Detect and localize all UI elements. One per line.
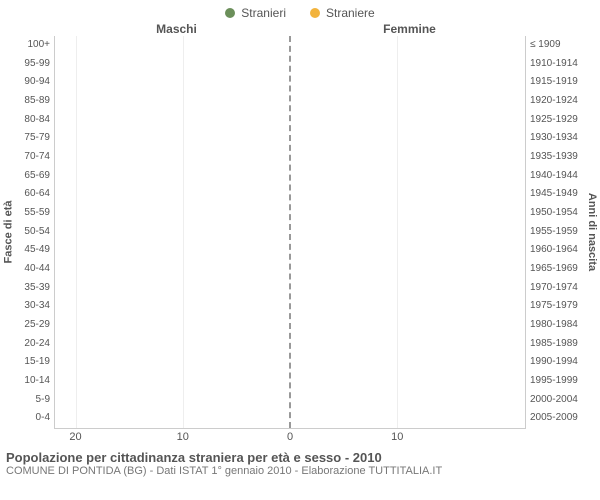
footer: Popolazione per cittadinanza straniera p… — [0, 444, 600, 477]
ytick-year: 1925-1929 — [530, 111, 584, 130]
ytick-age: 80-84 — [16, 111, 50, 130]
ytick-year: 1910-1914 — [530, 55, 584, 74]
xtick: 10 — [391, 431, 403, 443]
ytick-year: 1935-1939 — [530, 148, 584, 167]
ytick-age: 75-79 — [16, 129, 50, 148]
ytick-age: 35-39 — [16, 279, 50, 298]
xtick: 20 — [69, 431, 81, 443]
x-ticks: 20 10 0 10 — [54, 428, 526, 444]
legend-swatch-male — [225, 8, 235, 18]
chart: Fasce di età 100+95-9990-9485-8980-8475-… — [0, 36, 600, 428]
ytick-age: 60-64 — [16, 185, 50, 204]
x-axis: 20 10 0 10 — [0, 428, 600, 444]
legend-label-female: Straniere — [326, 6, 375, 20]
ytick-age: 20-24 — [16, 335, 50, 354]
ytick-age: 30-34 — [16, 297, 50, 316]
ytick-age: 65-69 — [16, 167, 50, 186]
ytick-age: 0-4 — [16, 409, 50, 428]
ytick-year: 1990-1994 — [530, 353, 584, 372]
ytick-age: 25-29 — [16, 316, 50, 335]
ytick-age: 50-54 — [16, 223, 50, 242]
ytick-age: 10-14 — [16, 372, 50, 391]
legend: Stranieri Straniere — [0, 0, 600, 20]
xtick: 10 — [177, 431, 189, 443]
ytick-age: 40-44 — [16, 260, 50, 279]
legend-item-female: Straniere — [310, 6, 375, 20]
ytick-age: 5-9 — [16, 391, 50, 410]
ytick-age: 45-49 — [16, 241, 50, 260]
center-axis — [289, 36, 291, 428]
ytick-age: 90-94 — [16, 73, 50, 92]
ytick-year: 1950-1954 — [530, 204, 584, 223]
column-headers: Maschi Femmine — [0, 22, 600, 36]
ytick-age: 100+ — [16, 36, 50, 55]
legend-label-male: Stranieri — [241, 6, 286, 20]
xtick: 0 — [287, 431, 293, 443]
header-female: Femmine — [293, 22, 526, 36]
ytick-year: 2005-2009 — [530, 409, 584, 428]
ytick-year: 1995-1999 — [530, 372, 584, 391]
header-male: Maschi — [60, 22, 293, 36]
legend-item-male: Stranieri — [225, 6, 286, 20]
ytick-year: ≤ 1909 — [530, 36, 584, 55]
ytick-age: 70-74 — [16, 148, 50, 167]
ytick-age: 85-89 — [16, 92, 50, 111]
ytick-year: 1920-1924 — [530, 92, 584, 111]
y-axis-label-right: Anni di nascita — [584, 36, 600, 428]
legend-swatch-female — [310, 8, 320, 18]
chart-subtitle: COMUNE DI PONTIDA (BG) - Dati ISTAT 1° g… — [6, 465, 600, 477]
y-ticks-age: 100+95-9990-9485-8980-8475-7970-7465-696… — [16, 36, 54, 428]
ytick-year: 1940-1944 — [530, 167, 584, 186]
ytick-age: 15-19 — [16, 353, 50, 372]
ytick-year: 1965-1969 — [530, 260, 584, 279]
y-ticks-year: ≤ 19091910-19141915-19191920-19241925-19… — [526, 36, 584, 428]
ytick-year: 1970-1974 — [530, 279, 584, 298]
ytick-year: 1915-1919 — [530, 73, 584, 92]
ytick-age: 55-59 — [16, 204, 50, 223]
ytick-year: 1985-1989 — [530, 335, 584, 354]
plot-area — [54, 36, 526, 428]
ytick-year: 1945-1949 — [530, 185, 584, 204]
ytick-age: 95-99 — [16, 55, 50, 74]
ytick-year: 2000-2004 — [530, 391, 584, 410]
ytick-year: 1975-1979 — [530, 297, 584, 316]
ytick-year: 1960-1964 — [530, 241, 584, 260]
ytick-year: 1955-1959 — [530, 223, 584, 242]
ytick-year: 1930-1934 — [530, 129, 584, 148]
y-axis-label-left: Fasce di età — [0, 36, 16, 428]
chart-title: Popolazione per cittadinanza straniera p… — [6, 450, 600, 465]
ytick-year: 1980-1984 — [530, 316, 584, 335]
